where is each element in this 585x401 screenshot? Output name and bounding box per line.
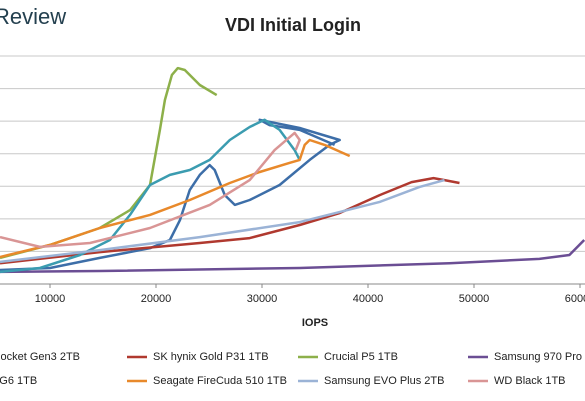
legend-label: Crucial P5 1TB [324, 351, 398, 363]
series-line [0, 131, 301, 249]
legend-label: Toshiba XG6 1TB [0, 375, 37, 387]
series-line [0, 118, 301, 274]
x-tick-label: 50000 [459, 293, 490, 305]
x-tick-label: 60000 [565, 293, 585, 305]
legend-label: Sabrent Rocket Gen3 2TB [0, 351, 80, 363]
chart-title: VDI Initial Login [225, 15, 361, 35]
legend-label: SK hynix Gold P31 1TB [153, 351, 269, 363]
x-tick-label: 10000 [35, 293, 66, 305]
logo: Review [0, 4, 66, 29]
x-axis-label: IOPS [302, 317, 328, 329]
series-line [0, 239, 585, 274]
series-line [0, 176, 460, 265]
x-tick-label: 20000 [141, 293, 172, 305]
legend-label: Seagate FireCuda 510 1TB [153, 375, 287, 387]
legend-label: WD Black 1TB [494, 375, 566, 387]
x-tick-label: 30000 [247, 293, 278, 305]
x-tick-label: 40000 [353, 293, 384, 305]
legend-label: Samsung 970 Pro [494, 351, 582, 363]
series-line [0, 138, 351, 259]
series-line [0, 178, 445, 264]
series-line [0, 118, 341, 272]
legend-label: Samsung EVO Plus 2TB [324, 375, 444, 387]
series-line [0, 66, 218, 260]
